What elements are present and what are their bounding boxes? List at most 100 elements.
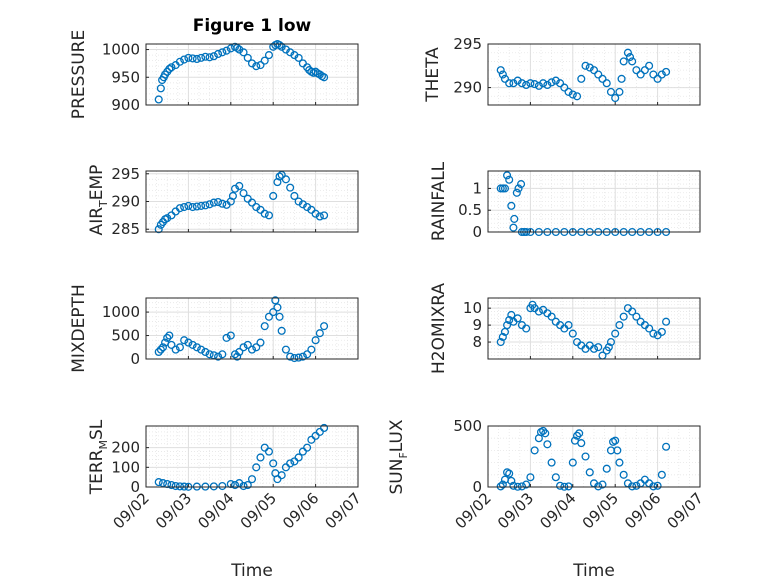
sun_flux-point — [505, 469, 514, 478]
rainfall-point — [510, 214, 519, 223]
theta-point — [581, 61, 590, 70]
sun_flux-ytick-label: 500 — [453, 417, 482, 435]
sun_flux-point — [575, 429, 584, 438]
terr_msl-point — [277, 471, 286, 480]
rainfall-axes-box — [487, 170, 701, 233]
pressure-point — [156, 84, 165, 93]
sun_flux-point — [653, 481, 662, 490]
rainfall-minor-grid — [487, 171, 701, 233]
h2omixra-point — [611, 329, 620, 338]
mixdepth-point — [320, 322, 329, 331]
sun_flux-point — [541, 429, 550, 438]
air_temp-point — [275, 172, 284, 181]
theta-point — [513, 76, 522, 85]
theta-point — [505, 79, 514, 88]
mixdepth-point — [214, 352, 223, 361]
mixdepth-point — [192, 343, 201, 352]
air_temp-point — [218, 199, 227, 208]
terr_msl-point — [171, 481, 180, 491]
ylabel-air-temp: AIRTEMP — [87, 165, 110, 236]
mixdepth-point — [188, 340, 197, 349]
sun_flux-point — [632, 481, 641, 490]
sun_flux-point — [585, 468, 594, 477]
sun_flux-ytick-label: 0 — [472, 478, 482, 496]
air_temp-point — [286, 183, 295, 192]
terr_msl-point — [154, 478, 163, 487]
pressure-point — [205, 53, 214, 62]
mixdepth-point — [184, 338, 193, 347]
terr_msl-point — [175, 482, 184, 491]
sun_flux-point — [551, 473, 560, 482]
h2omixra-ytick-label: 10 — [463, 299, 482, 317]
theta-point — [526, 79, 535, 88]
h2omixra-point — [649, 329, 658, 338]
theta-point — [653, 74, 662, 83]
h2omixra-point — [589, 344, 599, 353]
mixdepth-point — [264, 312, 274, 321]
h2omixra-point — [628, 307, 637, 316]
mixdepth-series — [154, 296, 329, 363]
sun_flux-point — [522, 480, 531, 489]
rainfall-point — [507, 201, 516, 210]
h2omixra-point — [645, 324, 654, 333]
theta-point — [568, 90, 577, 99]
air_temp-point — [192, 202, 201, 211]
ylabel-sun-flux-main: SUN — [387, 459, 407, 495]
pressure-point — [188, 54, 197, 63]
theta-point — [500, 74, 510, 83]
mixdepth-point — [154, 347, 163, 357]
mixdepth-point — [226, 331, 235, 340]
theta-point — [636, 70, 645, 79]
mixdepth-point — [158, 343, 168, 352]
pressure-point — [252, 62, 261, 71]
theta-point — [517, 79, 526, 88]
theta-point — [628, 57, 637, 66]
theta-point — [611, 93, 620, 103]
sun_flux-point — [581, 452, 590, 461]
mixdepth-point — [222, 333, 231, 342]
sun_flux-point — [507, 476, 516, 485]
h2omixra-point — [564, 321, 573, 330]
mixdepth-ytick-label: 500 — [111, 327, 140, 345]
sun_flux-point — [649, 482, 658, 491]
theta-point — [589, 66, 599, 75]
pressure-ytick-label: 900 — [111, 96, 140, 114]
rainfall-point — [500, 184, 510, 193]
terr_msl-point — [158, 479, 168, 488]
theta-point — [617, 74, 626, 83]
rainfall-point — [509, 223, 518, 232]
mixdepth-point — [281, 345, 290, 354]
theta-point — [606, 87, 616, 96]
theta-point — [547, 78, 556, 87]
pressure-point — [184, 53, 193, 62]
rainfall-ytick-label: 0 — [472, 223, 482, 241]
h2omixra-point — [505, 315, 514, 325]
sun_flux-point — [577, 439, 586, 448]
sun_flux-point — [594, 482, 603, 491]
air_temp-point — [180, 202, 189, 212]
sun_flux-axes-box — [487, 425, 701, 488]
terr_msl-ytick-label: 0 — [130, 478, 140, 496]
pressure-point — [294, 53, 303, 62]
mixdepth-point — [235, 347, 244, 357]
sun_flux-point — [517, 482, 526, 491]
theta-point — [585, 63, 594, 72]
theta-axes-box — [487, 43, 701, 106]
rainfall-point — [505, 175, 514, 184]
air_temp-point — [320, 211, 329, 220]
h2omixra-ylabel: H2OMIXRA — [429, 283, 449, 374]
theta-point — [662, 67, 671, 76]
h2omixra-point — [632, 312, 641, 321]
air_temp-point — [269, 191, 278, 201]
panel-mixdepth: 0 500 1000 MIXDEPTH — [69, 284, 359, 373]
theta-point — [649, 70, 658, 79]
sun_flux-point — [543, 440, 552, 449]
terr_msl-point — [269, 459, 278, 468]
h2omixra-point — [657, 327, 666, 336]
air_temp-point — [154, 225, 163, 234]
theta-point — [623, 48, 632, 57]
theta-point — [640, 66, 649, 75]
sun_flux-minor-grid — [487, 425, 701, 488]
